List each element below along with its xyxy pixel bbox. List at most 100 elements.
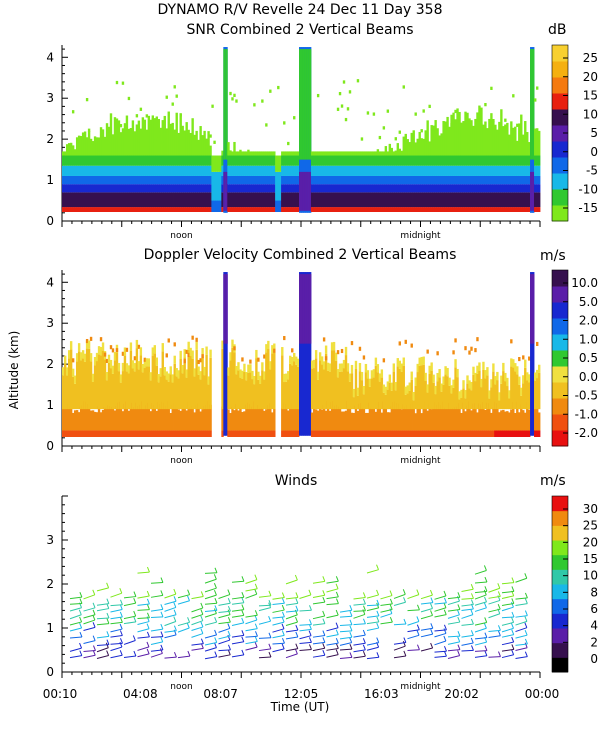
heatmap-cell [512, 165, 515, 176]
heatmap-cell [522, 165, 525, 176]
heatmap-cell [538, 372, 541, 410]
heatmap-cell [450, 393, 453, 410]
heatmap-cell [91, 155, 95, 166]
heatmap-cell [426, 430, 429, 437]
wind-barb-shaft [258, 607, 271, 612]
heatmap-cell [444, 374, 447, 410]
heatmap-cell [368, 402, 372, 431]
wind-barb-feather [160, 623, 164, 630]
heatmap-cell [384, 155, 388, 166]
heatmap-cell [454, 407, 457, 431]
heatmap-cell [502, 175, 505, 185]
heatmap-cell [374, 411, 378, 431]
heatmap-cell [251, 370, 254, 380]
heatmap-cell [536, 184, 539, 193]
heatmap-cell [177, 370, 180, 379]
heatmap-cell [285, 404, 288, 431]
heatmap-cell [62, 155, 65, 166]
heatmap-cell [161, 207, 164, 212]
heatmap-cell [412, 400, 415, 410]
heatmap-cell [211, 171, 214, 201]
heatmap-cell [139, 184, 143, 193]
wind-barb-shaft [420, 647, 433, 652]
wind-barb-shaft [434, 629, 447, 632]
wind-barb-shaft [177, 627, 190, 633]
colorbar-swatch [552, 109, 568, 126]
heatmap-cell [526, 372, 529, 381]
heatmap-cell [310, 412, 314, 431]
heatmap-cell [141, 175, 145, 185]
heatmap-cell [221, 430, 224, 437]
heatmap-cell [79, 207, 83, 212]
heatmap-cell [504, 155, 507, 166]
heatmap-cell [490, 175, 493, 185]
heatmap-cell [304, 49, 308, 160]
heatmap-cell [394, 150, 397, 156]
heatmap-cell [273, 348, 276, 353]
wind-barb-feather [443, 646, 447, 652]
heatmap-cell [502, 155, 505, 166]
heatmap-cell [267, 155, 270, 166]
heatmap-cell [105, 192, 109, 208]
heatmap-cell [472, 374, 475, 410]
heatmap-cell [538, 412, 541, 431]
heatmap-cell [111, 407, 115, 431]
wind-barb-shaft [69, 647, 82, 652]
wind-barb-feather [457, 604, 461, 610]
wind-barb-shaft [420, 627, 433, 631]
heatmap-cell [151, 430, 155, 437]
heatmap-cell [217, 155, 220, 172]
heatmap-cell [390, 155, 394, 166]
heatmap-cell [328, 371, 332, 410]
heatmap-cell [458, 430, 461, 437]
heatmap-cell [101, 350, 105, 410]
heatmap-cell [261, 151, 264, 156]
heatmap-cell [406, 393, 409, 410]
heatmap-cell [65, 430, 69, 437]
heatmap-cell [253, 384, 256, 410]
heatmap-cell [105, 380, 109, 410]
wind-barb-shaft [501, 641, 514, 646]
heatmap-cell [438, 165, 441, 176]
heatmap-cell [442, 165, 445, 176]
wind-barb-feather [524, 629, 528, 636]
heatmap-cell [95, 412, 99, 431]
wind-barb-feather [79, 598, 83, 604]
wind-barb-shaft [83, 650, 96, 652]
wind-barb-shaft [96, 617, 110, 620]
heatmap-cell [125, 155, 129, 166]
heatmap-cell [510, 165, 513, 176]
heatmap-cell [287, 155, 290, 166]
heatmap-cell [476, 165, 479, 176]
heatmap-cell [336, 369, 340, 378]
heatmap-cell [388, 143, 392, 156]
wind-barb-feather [402, 589, 406, 595]
heatmap-cell [314, 358, 318, 410]
wind-barb-feather [147, 612, 150, 618]
heatmap-cell [312, 359, 316, 369]
wind-barb-feather [281, 643, 285, 650]
wind-barb-feather [443, 651, 447, 657]
heatmap-cell [346, 184, 350, 193]
colorbar-tick-label: 10.0 [571, 276, 598, 290]
heatmap-cell [263, 165, 266, 176]
heatmap-cell [490, 387, 493, 410]
heatmap-cell [354, 184, 358, 193]
wind-barb-shaft [150, 594, 163, 598]
heatmap-cell [464, 155, 467, 166]
heatmap-cell [350, 364, 354, 374]
heatmap-cell [77, 412, 81, 431]
heatmap-cell [257, 184, 260, 193]
heatmap-cell [398, 192, 401, 208]
heatmap-cell [506, 377, 509, 387]
heatmap-cell [494, 175, 497, 185]
heatmap-cell [267, 184, 270, 193]
heatmap-cell [197, 139, 200, 156]
heatmap-cell [408, 409, 411, 431]
heatmap-cell [147, 358, 151, 367]
heatmap-cell [233, 207, 236, 212]
wind-barb-feather [227, 606, 231, 612]
heatmap-cell [173, 363, 176, 410]
heatmap-cell [322, 369, 326, 410]
heatmap-cell [344, 207, 348, 212]
